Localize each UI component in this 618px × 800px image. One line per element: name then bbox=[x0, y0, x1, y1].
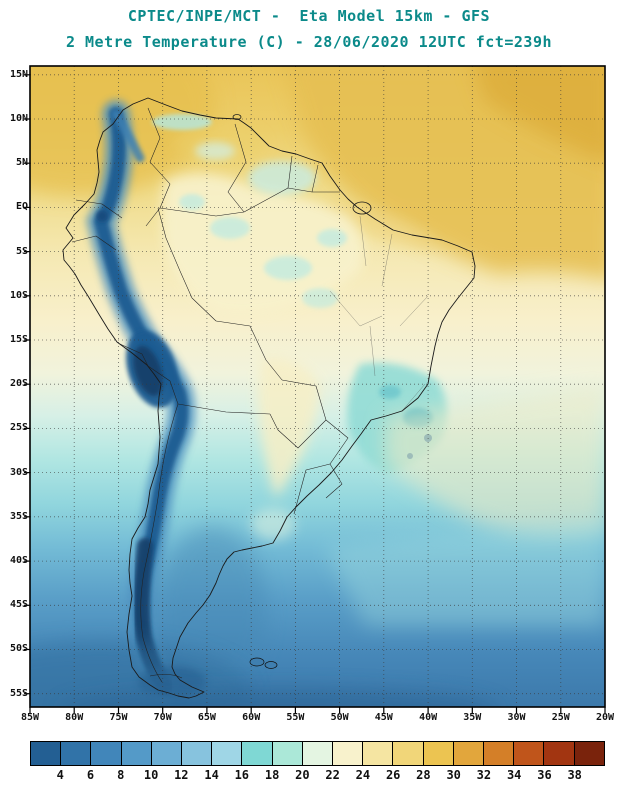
south-america-coastline bbox=[62, 97, 476, 699]
lat-label-15N: 15N bbox=[9, 68, 28, 80]
lat-label-45S: 45S bbox=[9, 599, 28, 611]
colorbar-tick-16: 16 bbox=[234, 768, 250, 782]
lat-label-10N: 10N bbox=[9, 113, 28, 124]
graticule bbox=[30, 66, 605, 707]
colorbar-segment bbox=[453, 742, 485, 765]
colorbar-tick-28: 28 bbox=[416, 768, 431, 782]
lat-label-20S: 20S bbox=[9, 378, 28, 390]
lon-label-55W: 55W bbox=[286, 712, 305, 723]
colorbar-segment bbox=[242, 742, 273, 765]
lon-label-80W: 80W bbox=[65, 712, 84, 723]
lat-label-5N: 5N bbox=[15, 157, 28, 169]
map-area: 15N 10N 5N EQ 5S 10S 15S 20S 25S 30S 35S 40S 45S 50S 5… bbox=[0, 60, 618, 732]
colorbar-segment bbox=[151, 742, 183, 765]
colorbar-segment bbox=[484, 742, 515, 765]
lon-label-40W: 40W bbox=[419, 712, 438, 723]
colorbar-tick-22: 22 bbox=[325, 768, 340, 782]
lon-label-50W: 50W bbox=[330, 712, 349, 723]
colorbar-tick-8: 8 bbox=[117, 768, 125, 782]
colorbar-segment bbox=[544, 742, 575, 765]
colorbar-segment bbox=[423, 742, 454, 765]
lat-label-30S: 30S bbox=[9, 466, 28, 478]
colorbar-segment bbox=[272, 742, 303, 765]
colorbar-tick-20: 20 bbox=[295, 768, 310, 782]
colorbar-tick-38: 38 bbox=[567, 768, 582, 782]
colorbar-segment bbox=[574, 742, 604, 765]
lat-label-25S: 25S bbox=[9, 422, 28, 434]
lat-label-15S: 15S bbox=[9, 334, 28, 345]
colorbar-tick-26: 26 bbox=[385, 768, 401, 782]
lon-label-65W: 65W bbox=[197, 712, 216, 723]
temperature-field bbox=[30, 66, 605, 707]
country-borders bbox=[71, 107, 349, 683]
map-frame bbox=[29, 65, 606, 708]
title-line-2: 2 Metre Temperature (C) - 28/06/2020 12U… bbox=[65, 33, 553, 51]
colorbar-segment bbox=[182, 742, 213, 765]
lon-label-75W: 75W bbox=[109, 712, 128, 723]
colorbar-segment bbox=[91, 742, 122, 765]
colorbar-segment bbox=[61, 742, 92, 765]
colorbar-tick-24: 24 bbox=[355, 768, 371, 782]
lon-label-20W: 20W bbox=[595, 712, 615, 723]
state-borders bbox=[329, 215, 429, 412]
lat-label-55S: 55S bbox=[9, 687, 28, 699]
lat-label-35S: 35S bbox=[9, 510, 28, 522]
lat-label-40S: 40S bbox=[9, 555, 28, 566]
colorbar-segment bbox=[31, 742, 62, 765]
lon-label-60W: 60W bbox=[242, 712, 261, 723]
colorbar-tick-10: 10 bbox=[143, 768, 159, 782]
lon-label-70W: 70W bbox=[153, 712, 172, 723]
colorbar-tick-6: 6 bbox=[86, 768, 95, 782]
islands bbox=[232, 114, 372, 669]
colorbar-labels: 4 6 8 10 12 14 16 18 20 22 24 26 28 30 32 34 36 38 bbox=[30, 768, 605, 784]
colorbar bbox=[30, 741, 605, 766]
temperature-map bbox=[24, 65, 606, 713]
colorbar-segment bbox=[212, 742, 243, 765]
colorbar-segment bbox=[514, 742, 545, 765]
colorbar-segment bbox=[393, 742, 424, 765]
lat-label-10S: 10S bbox=[9, 289, 28, 301]
colorbar-segment bbox=[333, 742, 364, 765]
lon-label-30W: 30W bbox=[507, 712, 526, 723]
colorbar-tick-34: 34 bbox=[506, 768, 522, 782]
colorbar-tick-18: 18 bbox=[264, 768, 280, 782]
title-line-1: CPTEC/INPE/MCT - Eta Model 15km - GFS bbox=[127, 7, 491, 25]
colorbar-tick-14: 14 bbox=[204, 768, 219, 782]
lon-label-85W: 85W bbox=[20, 712, 40, 723]
colorbar-tick-36: 36 bbox=[537, 768, 552, 782]
lat-label-EQ: EQ bbox=[15, 201, 28, 213]
lat-label-50S: 50S bbox=[9, 643, 28, 655]
lon-label-45W: 45W bbox=[374, 712, 393, 723]
lat-label-5S: 5S bbox=[15, 245, 28, 257]
colorbar-segment bbox=[302, 742, 334, 765]
axis-ticks bbox=[24, 74, 606, 713]
colorbar-tick-32: 32 bbox=[476, 768, 492, 782]
colorbar-segment bbox=[121, 742, 152, 765]
colorbar-segment bbox=[363, 742, 394, 765]
colorbar-tick-30: 30 bbox=[446, 768, 461, 782]
lon-label-35W: 35W bbox=[463, 712, 482, 723]
colorbar-tick-12: 12 bbox=[174, 768, 189, 782]
colorbar-tick-4: 4 bbox=[56, 768, 64, 782]
lon-label-25W: 25W bbox=[551, 712, 570, 723]
